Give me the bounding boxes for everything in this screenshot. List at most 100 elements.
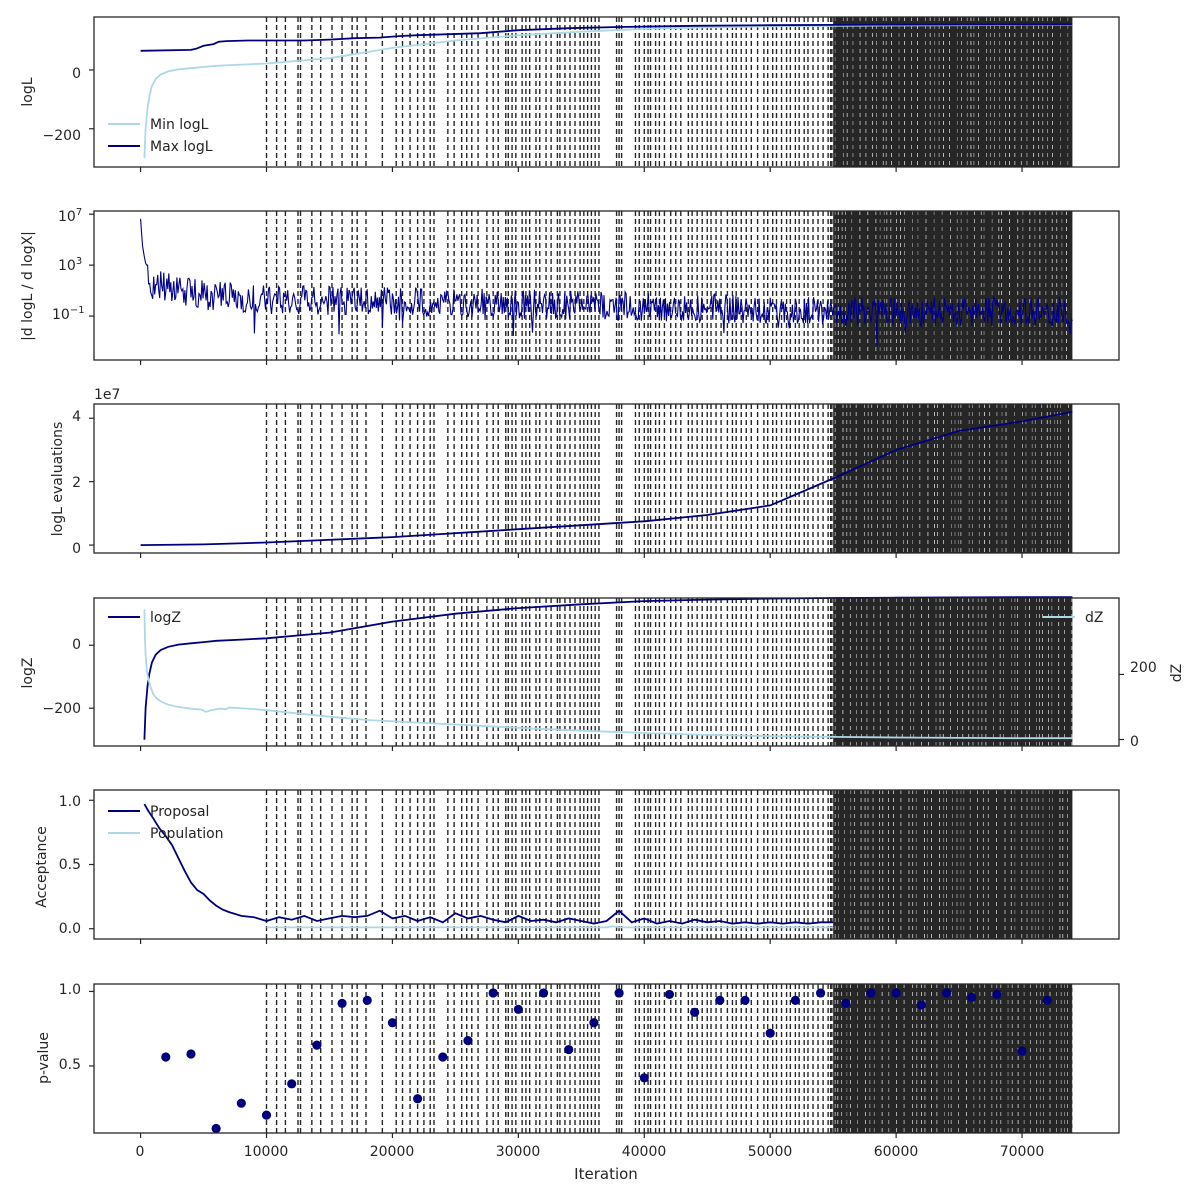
xtick-label: 20000 [370, 1144, 415, 1160]
ylabel-panel-6: p-value [36, 1032, 52, 1084]
p-value-point [337, 998, 347, 1008]
ytick-label: 10−1 [52, 305, 85, 323]
legend-label-population: Population [150, 826, 224, 842]
ytick-label: 0.5 [59, 1057, 81, 1073]
p-value-point [488, 988, 498, 998]
series-line-max-logl [140, 23, 1073, 52]
axes-frames-layer [89, 16, 1124, 1138]
ylabel-right-panel-4: dZ [1169, 664, 1185, 682]
p-value-point [1017, 1046, 1027, 1056]
ylabel-panel-1: logL [20, 77, 36, 106]
axes-frame-panel-1 [93, 16, 1120, 168]
p-value-point [236, 1098, 246, 1108]
ytick-label: −200 [43, 701, 81, 717]
text-layer: logL 0 −200 Min logL Max logL |d logL / … [20, 66, 1185, 1183]
series-line-gradient [140, 218, 1073, 347]
ytick-label: 0.0 [59, 921, 81, 937]
legend-label-proposal: Proposal [150, 804, 209, 820]
ytick-label: 2 [72, 475, 81, 491]
p-value-point [463, 1036, 473, 1046]
insertion-lines-panel-3 [265, 404, 833, 553]
insertion-lines-layer [265, 17, 1073, 1133]
p-value-point [589, 1018, 599, 1028]
p-value-point [211, 1123, 221, 1134]
insertion-lines-dense-block [833, 404, 1073, 553]
ylabel-panel-3: logL evaluations [50, 422, 66, 537]
insertion-lines-dense-block [833, 17, 1073, 167]
p-value-point [639, 1073, 649, 1083]
ylabel-panel-5: Acceptance [34, 826, 50, 907]
ytick-label: 0 [72, 66, 81, 82]
insertion-lines-dense-block [833, 211, 1073, 360]
svg-text:103: 103 [58, 256, 82, 274]
series-line-evaluations [140, 411, 1073, 546]
p-value-point [161, 1052, 171, 1062]
ytick-label: 0 [72, 541, 81, 557]
p-value-point [866, 988, 876, 998]
ytick-label-right: 0 [1130, 734, 1139, 750]
series-line-population [266, 925, 834, 929]
xtick-label: 60000 [874, 1144, 919, 1160]
ytick-label: 1.0 [59, 982, 81, 998]
p-value-point [765, 1028, 775, 1038]
axes-frame-panel-6 [93, 983, 1120, 1134]
p-value-point [438, 1052, 448, 1062]
p-value-point [538, 988, 549, 998]
svg-text:10−1: 10−1 [52, 305, 85, 323]
series-layer [140, 23, 1073, 1134]
series-line-dz [143, 609, 1073, 740]
insertion-lines-panel-5 [265, 790, 833, 939]
insertion-lines-panel-6 [265, 984, 833, 1133]
ytick-label: 1.0 [59, 794, 81, 810]
insertion-lines-dense-block [833, 984, 1073, 1133]
xtick-label: 10000 [244, 1144, 289, 1160]
p-value-point [664, 989, 675, 1000]
offset-label: 1e7 [94, 387, 120, 403]
p-value-point [992, 989, 1002, 1000]
ytick-label: −200 [43, 128, 81, 144]
legend-label-dz: dZ [1085, 610, 1103, 626]
axes-frame-panel-4 [93, 597, 1120, 747]
ylabel-panel-4: logZ [20, 658, 36, 689]
insertion-lines-panel-4 [265, 598, 833, 746]
p-value-point [941, 988, 952, 998]
p-value-point [891, 988, 901, 998]
p-value-point [1042, 995, 1052, 1005]
insertion-lines-panel-2 [265, 211, 833, 360]
axes-frame-panel-2 [93, 210, 1120, 361]
p-value-point [815, 988, 826, 998]
xtick-label: 40000 [622, 1144, 667, 1160]
ytick-label: 103 [58, 256, 82, 274]
insertion-lines-panel-1 [265, 17, 833, 167]
legend-label-logz: logZ [150, 610, 181, 626]
p-value-point [740, 995, 750, 1005]
p-value-point [690, 1007, 700, 1017]
xlabel: Iteration [574, 1165, 638, 1183]
axes-frame-panel-3 [93, 403, 1120, 554]
ytick-label-right: 200 [1130, 660, 1157, 676]
ylabel-panel-2: |d logL / d logX| [20, 231, 36, 341]
legend-label-min-logl: Min logL [150, 117, 209, 133]
p-value-point [413, 1094, 423, 1104]
p-value-point [312, 1040, 322, 1050]
p-value-point [387, 1018, 398, 1028]
p-value-point [967, 992, 977, 1003]
p-value-point [513, 1004, 523, 1014]
xtick-label: 30000 [496, 1144, 541, 1160]
p-value-point [916, 1000, 926, 1010]
svg-text:107: 107 [58, 207, 82, 225]
ytick-label: 0.5 [59, 857, 81, 873]
p-value-point [614, 988, 624, 998]
p-value-point [261, 1110, 272, 1120]
xtick-label: 50000 [748, 1144, 793, 1160]
p-value-point [564, 1044, 574, 1055]
p-value-point [715, 995, 725, 1005]
xtick-label: 70000 [1000, 1144, 1045, 1160]
p-value-point [287, 1079, 297, 1089]
series-line-proposal [143, 803, 834, 925]
p-value-point [362, 995, 372, 1005]
p-value-point [790, 995, 800, 1005]
p-value-point [186, 1049, 196, 1059]
xtick-label: 0 [136, 1144, 145, 1160]
